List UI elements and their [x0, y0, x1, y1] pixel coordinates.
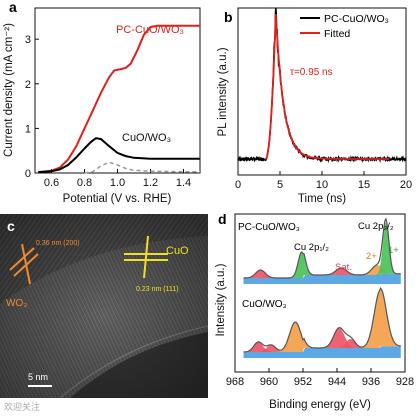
y-tick-label: 0 — [25, 168, 31, 180]
panel-a-ylabel: Current density (mA cm⁻²) — [3, 23, 15, 157]
cuo-wo3-peak-sat2 — [255, 345, 288, 352]
watermark: 欢迎关注 — [4, 403, 41, 413]
wo3-label: WO₃ — [6, 298, 27, 309]
x-tick-label: 10 — [316, 179, 328, 191]
legend-label-fit: Fitted — [324, 28, 350, 40]
panel-d-spectra — [242, 217, 402, 358]
wo3-spacing: 0.36 nm (200) — [36, 240, 80, 247]
series-pc-cuo-wo3 — [38, 24, 200, 174]
panel-d-chart: d 968 960 952 944 936 928 PC-CuO/WO₃ CuO/WO₃ … — [215, 211, 414, 411]
label-cu2p32: Cu 2p₃/₂ — [358, 221, 394, 232]
x-tick-label: 0 — [235, 179, 241, 191]
label-sat: Sat. — [335, 262, 352, 273]
cuo-wo3-background — [243, 346, 401, 358]
y-tick-label: 2 — [25, 79, 31, 91]
panel-b-frame — [237, 7, 407, 176]
panel-d-xlabel: Binding energy (eV) — [269, 399, 371, 411]
label-1plus: 1+ — [388, 245, 399, 256]
cuo-wo3-envelope — [243, 287, 401, 353]
sample-label-cuo: CuO/WO₃ — [242, 299, 287, 310]
panel-a-chart: a 0.6 0.8 1.0 1.2 1.4 0 1 2 3 Potential (V vs. R… — [3, 0, 201, 205]
cuo-wo3-peak-p12 — [275, 322, 316, 352]
panel-a-annot-cuo: CuO/WO₃ — [122, 132, 171, 144]
cuo-wo3-peak-sat3 — [320, 328, 359, 348]
panel-b-label: b — [224, 9, 233, 25]
panel-b-xlabel: Time (ns) — [298, 193, 346, 205]
pc-cuo-wo3-peak-cu1plus — [375, 221, 397, 275]
y-tick-label: 3 — [25, 34, 31, 46]
x-tick-label: 1.4 — [176, 177, 191, 189]
panel-a-label: a — [9, 0, 17, 15]
pc-cuo-wo3-envelope — [243, 217, 401, 279]
x-tick-label: 0.8 — [77, 177, 92, 189]
x-tick-label: 936 — [362, 376, 380, 388]
panel-d-ylabel: Intensity (a.u.) — [215, 263, 227, 336]
cuo-lattice-marker — [124, 235, 168, 279]
pc-cuo-wo3-peak-sat2 — [322, 268, 361, 275]
series-pl-fit — [264, 13, 390, 160]
x-tick-label: 968 — [226, 376, 244, 388]
tem-image: c 0.36 nm (200) WO₃ CuO 0.23 nm (111) 5 … — [0, 214, 208, 398]
x-tick-label: 1.2 — [143, 177, 158, 189]
x-tick-label: 20 — [400, 179, 412, 191]
y-tick-label: 1 — [25, 123, 31, 135]
panel-d-ticks: 968 960 952 944 936 928 — [226, 368, 414, 388]
panel-a-xlabel: Potential (V vs. RHE) — [63, 193, 172, 205]
cuo-wo3-peak-p32 — [359, 288, 402, 348]
panel-d-label: d — [218, 211, 227, 227]
x-tick-label: 960 — [260, 376, 278, 388]
pc-cuo-wo3-peak-p12 — [289, 252, 315, 278]
pc-cuo-wo3-peak-sat1 — [243, 270, 278, 278]
x-tick-label: 0.6 — [44, 177, 59, 189]
scale-label: 5 nm — [28, 372, 48, 382]
x-tick-label: 928 — [396, 376, 414, 388]
cuo-spacing: 0.23 nm (111) — [136, 286, 179, 293]
sample-label-pc: PC-CuO/WO₃ — [238, 222, 300, 233]
cuo-wo3-peak-sat1 — [242, 342, 275, 352]
label-2plus: 2+ — [366, 251, 377, 262]
x-tick-label: 15 — [358, 179, 370, 191]
cuo-wo3-peak-sat4 — [334, 339, 367, 348]
panel-a-ticks: 0.6 0.8 1.0 1.2 1.4 0 1 2 3 — [25, 34, 191, 189]
panel-d-frame — [234, 213, 406, 373]
panel-b-ylabel: PL intensity (a.u.) — [217, 47, 229, 136]
wo3-lattice-marker — [9, 243, 39, 285]
x-tick-label: 952 — [294, 376, 312, 388]
panel-b-ticks: 0 5 10 15 20 — [235, 171, 412, 191]
panel-b-tau: τ=0.95 ns — [290, 67, 333, 78]
cuo-label: CuO — [166, 245, 189, 257]
panel-c-label: c — [7, 218, 15, 234]
panel-a-series — [38, 24, 200, 174]
tem-image-drawing: c 0.36 nm (200) WO₃ CuO 0.23 nm (111) 5 … — [0, 214, 208, 398]
pc-cuo-wo3-background — [243, 273, 401, 284]
label-cu2p12: Cu 2p₁/₂ — [294, 242, 329, 253]
series-dark — [84, 161, 200, 174]
panel-a-annot-pc: PC-CuO/WO₃ — [116, 24, 184, 36]
panel-b-series — [237, 7, 407, 164]
series-pl-data — [237, 7, 407, 164]
panel-b-chart: b 0 5 10 15 20 PC-CuO/WO₃ Fitted τ=0.95 ns T… — [217, 7, 412, 205]
x-tick-label: 5 — [277, 179, 283, 191]
x-tick-label: 944 — [328, 376, 346, 388]
series-cuo-wo3 — [38, 137, 200, 174]
legend-label-data: PC-CuO/WO₃ — [324, 13, 389, 25]
x-tick-label: 1.0 — [110, 177, 125, 189]
